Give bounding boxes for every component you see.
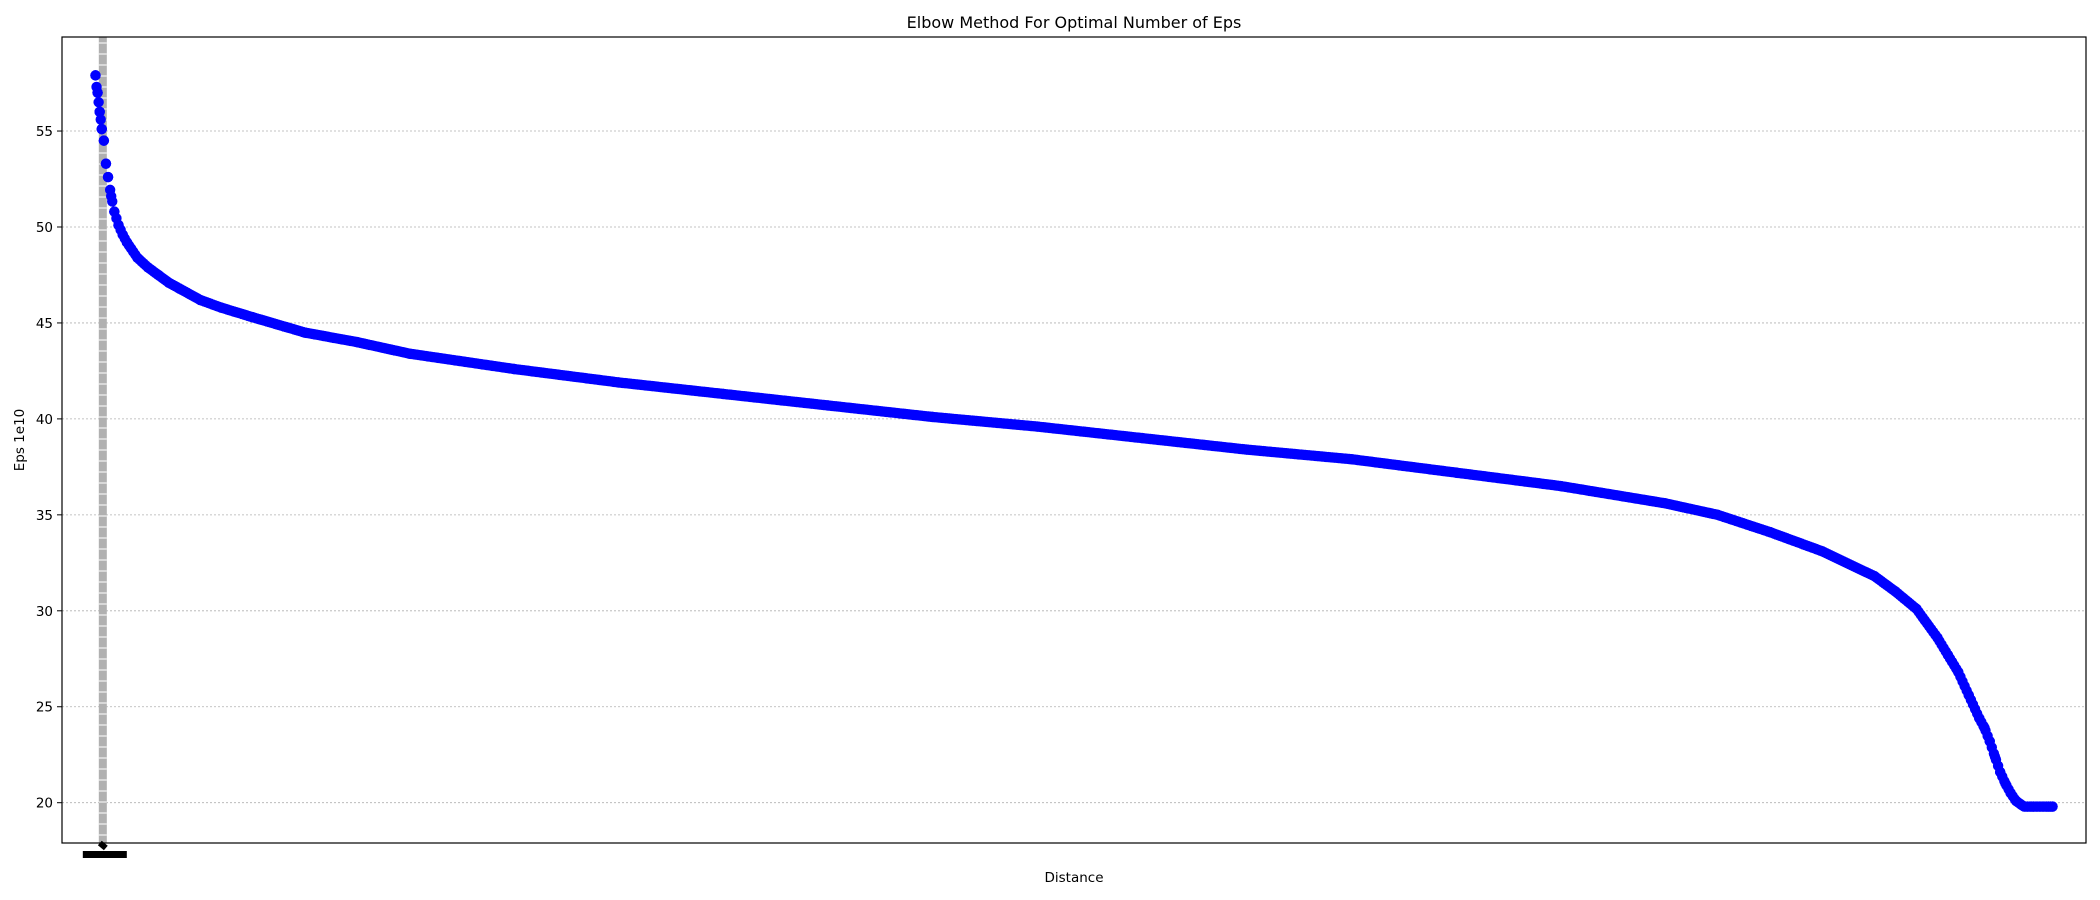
data-point [1346, 453, 1357, 465]
data-point [1241, 444, 1252, 455]
data-point [109, 206, 120, 217]
y-tick-label-40: 40 [36, 412, 53, 428]
data-point [1953, 667, 1964, 678]
data-point [822, 400, 834, 411]
y-axis-label: Eps 1e10 [12, 409, 28, 472]
y-tick-label-25: 25 [36, 700, 53, 716]
data-point [163, 277, 174, 288]
data-point [1764, 526, 1776, 538]
data-point [194, 294, 206, 306]
data-point [96, 123, 107, 135]
data-point [92, 87, 103, 98]
y-tick-label-45: 45 [36, 316, 53, 332]
data-point [1555, 480, 1566, 492]
data-point [121, 237, 133, 248]
data-point [1963, 690, 1974, 701]
data-point [1989, 751, 2001, 762]
x-axis-ticks [82, 840, 127, 858]
y-tick-label-30: 30 [36, 604, 53, 620]
data-points [90, 70, 2058, 812]
data-point [215, 302, 227, 313]
data-point [2005, 787, 2016, 799]
data-point [1942, 649, 1954, 661]
y-axis-ticks: 20 25 30 35 40 45 50 55 [36, 124, 62, 812]
data-point [404, 348, 415, 359]
data-point [132, 252, 143, 263]
data-point [1136, 432, 1148, 444]
data-point [508, 363, 520, 375]
data-point [105, 191, 117, 202]
data-point [117, 229, 128, 240]
data-point [1817, 546, 1828, 557]
data-point [299, 327, 310, 338]
data-point [1932, 632, 1943, 643]
data-point [351, 336, 363, 348]
plot-frame [61, 36, 2087, 844]
x-tick-band [98, 37, 107, 843]
data-point [100, 158, 112, 169]
data-point [2047, 801, 2058, 812]
data-point [927, 411, 938, 423]
data-point [1660, 498, 1671, 509]
data-point [1712, 509, 1723, 521]
data-point [1974, 713, 1985, 724]
data-point [247, 311, 258, 323]
data-point [90, 70, 101, 81]
chart-title: Elbow Method For Optimal Number of Eps [907, 13, 1242, 32]
data-point [94, 106, 105, 118]
x-grid-band [98, 37, 107, 843]
data-point [102, 171, 114, 183]
data-point [1450, 467, 1462, 478]
data-point [613, 377, 624, 388]
data-point [1994, 766, 2006, 778]
data-point [142, 262, 154, 273]
x-tick-labels-overlap [82, 851, 127, 858]
x-ticks-overlap [97, 840, 108, 851]
data-point [1890, 586, 1901, 597]
data-point [2000, 778, 2011, 789]
y-tick-label-35: 35 [36, 508, 53, 524]
data-point [1869, 571, 1880, 582]
y-tick-label-20: 20 [36, 796, 53, 812]
y-tick-label-55: 55 [36, 124, 53, 140]
data-point [1984, 736, 1995, 747]
data-point [1911, 603, 1922, 615]
x-axis-label: Distance [1044, 870, 1103, 886]
data-point [98, 135, 110, 146]
data-point [153, 269, 164, 281]
data-point [174, 283, 185, 294]
grid-lines [62, 130, 2086, 804]
data-point [1032, 421, 1043, 432]
data-point [113, 219, 124, 231]
data-point [95, 114, 106, 125]
data-point [93, 97, 104, 108]
y-tick-label-50: 50 [36, 220, 53, 236]
data-point [1979, 722, 1990, 734]
data-point [718, 388, 729, 400]
